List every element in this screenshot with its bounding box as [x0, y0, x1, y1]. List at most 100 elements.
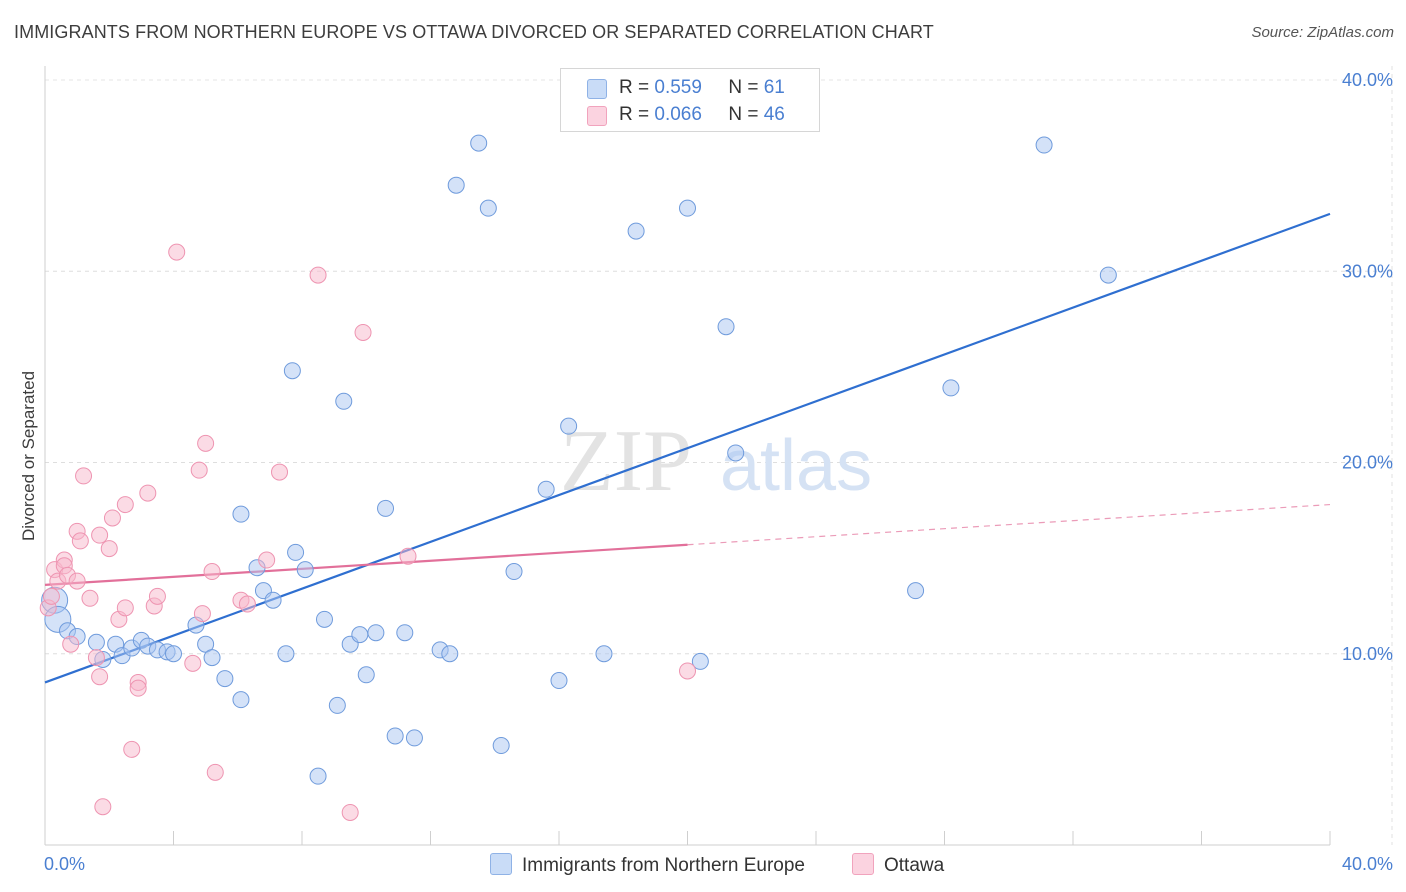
point-ottawa	[168, 243, 186, 261]
point-immigrants	[216, 670, 234, 688]
point-ottawa	[91, 668, 109, 686]
point-ottawa	[94, 798, 112, 816]
point-ottawa	[129, 679, 147, 697]
bottom-legend-immigrants: Immigrants from Northern Europe	[490, 853, 805, 877]
legend-n-label: N =	[728, 104, 759, 125]
legend-n-value: 46	[763, 104, 785, 125]
stats-legend: R = 0.559 N = 61 R = 0.066 N = 46	[560, 68, 820, 132]
point-ottawa	[103, 509, 121, 527]
y-tick-label: 40.0%	[1342, 70, 1393, 90]
point-immigrants	[1035, 136, 1053, 154]
point-immigrants	[679, 199, 696, 217]
point-immigrants	[441, 645, 459, 663]
point-immigrants	[351, 626, 369, 644]
x-tick-label: 40.0%	[1342, 854, 1393, 874]
point-ottawa	[71, 532, 89, 550]
legend-label: Immigrants from Northern Europe	[522, 855, 805, 876]
point-immigrants	[691, 652, 709, 670]
trend-line-ottawa	[44, 543, 688, 586]
point-immigrants	[264, 591, 282, 609]
legend-n-value: 61	[763, 77, 785, 98]
point-ottawa	[203, 563, 221, 581]
point-ottawa	[309, 266, 327, 284]
point-ottawa	[75, 467, 93, 485]
point-ottawa	[679, 662, 696, 680]
point-immigrants	[377, 499, 395, 517]
watermark-atlas: atlas	[720, 426, 872, 506]
point-immigrants	[479, 199, 497, 217]
watermark-zip: ZIP	[560, 413, 692, 510]
point-immigrants	[277, 645, 295, 663]
point-ottawa	[139, 484, 157, 502]
bottom-legend-ottawa: Ottawa	[852, 853, 944, 877]
point-ottawa	[258, 551, 276, 569]
point-ottawa	[271, 463, 289, 481]
point-ottawa	[184, 654, 202, 672]
legend-swatch-blue	[490, 853, 512, 875]
point-immigrants	[357, 666, 375, 684]
point-ottawa	[197, 434, 215, 452]
point-immigrants	[296, 561, 314, 579]
legend-r-value: 0.559	[654, 77, 702, 98]
point-immigrants	[537, 480, 555, 498]
data-points	[39, 134, 1117, 821]
legend-swatch-pink	[852, 853, 874, 875]
point-immigrants	[232, 505, 250, 523]
point-immigrants	[505, 563, 523, 581]
point-immigrants	[595, 645, 613, 663]
point-ottawa	[190, 461, 208, 479]
source-label: Source: ZipAtlas.com	[1251, 24, 1394, 41]
x-tick-label: 0.0%	[44, 854, 85, 874]
point-immigrants	[335, 392, 353, 410]
tick-labels: 10.0% 20.0% 30.0% 40.0% 0.0% 40.0%	[44, 70, 1393, 874]
point-ottawa	[87, 649, 105, 667]
legend-swatch-pink	[587, 106, 607, 126]
point-ottawa	[68, 572, 86, 590]
point-immigrants	[367, 624, 385, 642]
point-immigrants	[942, 379, 960, 397]
point-ottawa	[341, 803, 359, 821]
point-immigrants	[470, 134, 488, 152]
point-immigrants	[315, 610, 333, 628]
point-immigrants	[727, 444, 745, 462]
point-immigrants	[232, 691, 250, 709]
y-axis-label: Divorced or Separated	[19, 371, 38, 541]
point-ottawa	[354, 323, 372, 341]
point-immigrants	[560, 417, 578, 435]
axes	[44, 66, 1331, 846]
point-immigrants	[386, 727, 404, 745]
point-immigrants	[396, 624, 414, 642]
legend-r-label: R =	[619, 77, 650, 98]
point-immigrants	[328, 696, 346, 714]
point-ottawa	[206, 763, 224, 781]
point-immigrants	[717, 318, 735, 336]
legend-swatch-blue	[587, 79, 607, 99]
point-immigrants	[309, 767, 327, 785]
point-immigrants	[447, 176, 465, 194]
point-ottawa	[148, 587, 166, 605]
grid-lines	[45, 66, 1393, 845]
point-ottawa	[399, 547, 417, 565]
point-ottawa	[91, 526, 109, 544]
point-immigrants	[907, 582, 925, 600]
point-immigrants	[405, 729, 423, 747]
point-ottawa	[42, 587, 60, 605]
trend-lines	[44, 212, 1331, 684]
point-immigrants	[203, 649, 221, 667]
legend-n-label: N =	[728, 77, 759, 98]
chart-title: IMMIGRANTS FROM NORTHERN EUROPE VS OTTAW…	[14, 22, 934, 42]
legend-r-label: R =	[619, 104, 650, 125]
legend-label: Ottawa	[884, 855, 945, 876]
y-tick-label: 20.0%	[1342, 453, 1393, 473]
point-ottawa	[116, 599, 134, 617]
point-immigrants	[550, 672, 568, 690]
y-tick-label: 30.0%	[1342, 261, 1393, 281]
trend-line-immigrants	[44, 212, 1331, 684]
point-immigrants	[87, 633, 105, 651]
trend-line-ottawa-extension	[687, 503, 1331, 546]
point-ottawa	[62, 635, 80, 653]
point-immigrants	[283, 362, 301, 380]
y-tick-label: 10.0%	[1342, 644, 1393, 664]
point-ottawa	[238, 595, 256, 613]
